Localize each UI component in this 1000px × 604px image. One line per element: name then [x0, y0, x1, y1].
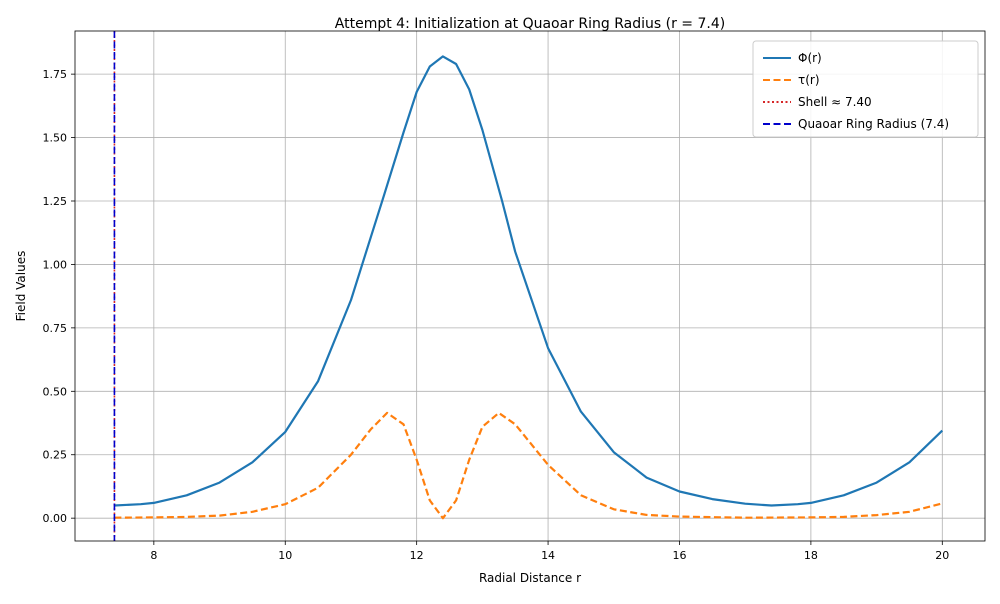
y-tick-label: 0.25 [43, 449, 68, 462]
series-line-tau [114, 411, 943, 520]
y-tick-label: 1.00 [43, 258, 68, 271]
x-tick-label: 12 [410, 549, 424, 562]
y-axis-label: Field Values [14, 251, 28, 322]
legend-label: Φ(r) [798, 51, 822, 65]
legend-box [752, 40, 979, 138]
legend: Φ(r) τ(r) Shell ≈ 7.40 Quaoar Ring Radius (… [752, 40, 979, 138]
y-tick-label: 1.75 [43, 68, 68, 81]
axes-frame [74, 30, 986, 542]
y-tick-label: 0.50 [43, 385, 68, 398]
x-tick-label: 16 [672, 549, 686, 562]
x-tick-label: 18 [804, 549, 818, 562]
legend-label: Quaoar Ring Radius (7.4) [798, 117, 949, 131]
x-tick-label: 10 [278, 549, 292, 562]
legend-label: τ(r) [798, 73, 820, 87]
grid [75, 31, 985, 541]
y-tick-label: 1.25 [43, 195, 68, 208]
y-tick-label: 1.50 [43, 132, 68, 145]
chart-title: Attempt 4: Initialization at Quaoar Ring… [335, 16, 725, 32]
series-line-phi [114, 55, 944, 507]
y-tick-label: 0.75 [43, 322, 68, 335]
y-axis: 0.00 0.25 0.50 0.75 1.00 1.25 1.50 1.75 [43, 68, 75, 525]
x-tick-label: 14 [541, 549, 555, 562]
x-tick-label: 20 [935, 549, 949, 562]
x-axis: 8 10 12 14 16 18 20 [150, 541, 949, 562]
x-axis-label: Radial Distance r [479, 571, 581, 585]
y-tick-label: 0.00 [43, 512, 68, 525]
x-tick-label: 8 [150, 549, 157, 562]
plot-area [113, 31, 944, 541]
legend-label: Shell ≈ 7.40 [798, 95, 872, 109]
